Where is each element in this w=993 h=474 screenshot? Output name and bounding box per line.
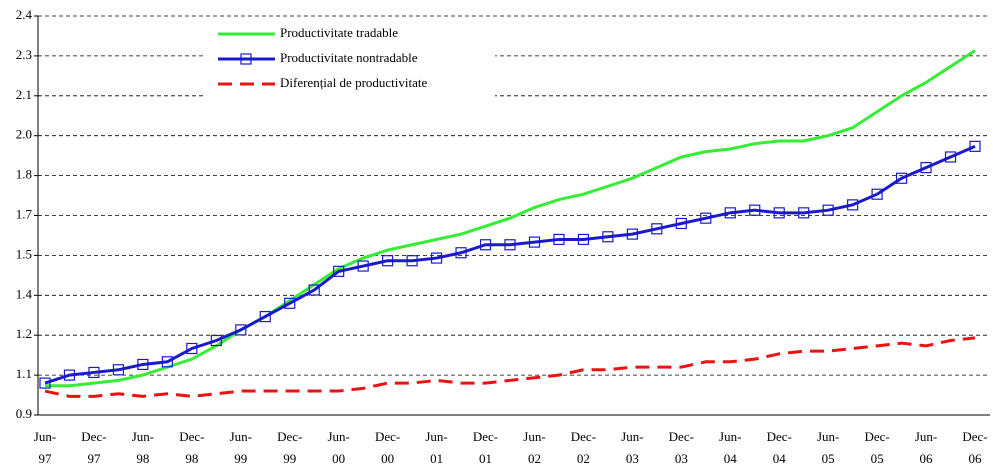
marker bbox=[161, 356, 173, 368]
series-line bbox=[44, 336, 976, 398]
x-tick-label: Jun-06 bbox=[914, 429, 938, 466]
x-tick-label: Jun-04 bbox=[719, 429, 742, 466]
marker bbox=[455, 247, 467, 259]
marker bbox=[528, 236, 541, 248]
marker bbox=[798, 207, 810, 219]
marker bbox=[112, 364, 125, 376]
x-tick-label: Jun-00 bbox=[327, 429, 350, 466]
x-tick-label: Dec-97 bbox=[81, 429, 107, 466]
y-tick-label: 2.1 bbox=[16, 87, 32, 102]
marker bbox=[88, 366, 100, 379]
marker bbox=[651, 223, 663, 235]
x-tick-label: Dec-00 bbox=[374, 429, 401, 466]
marker bbox=[920, 162, 932, 174]
marker bbox=[406, 255, 418, 267]
marker bbox=[235, 324, 247, 336]
marker bbox=[944, 151, 957, 163]
marker bbox=[382, 255, 394, 267]
marker bbox=[675, 217, 687, 230]
x-tick-label: Dec-03 bbox=[668, 429, 694, 466]
y-tick-label: 1.2 bbox=[16, 326, 32, 341]
marker bbox=[577, 233, 590, 246]
marker bbox=[847, 199, 859, 211]
x-tick-label: Dec-01 bbox=[472, 429, 499, 466]
x-tick-label: Dec-04 bbox=[766, 429, 792, 466]
legend-label: Productivitate nontradable bbox=[280, 50, 418, 65]
marker bbox=[700, 212, 712, 224]
marker bbox=[724, 207, 736, 219]
y-tick-label: 1.8 bbox=[16, 167, 32, 182]
y-tick-label: 0.9 bbox=[16, 406, 32, 421]
y-tick-label: 1.5 bbox=[16, 246, 32, 261]
marker bbox=[284, 297, 296, 309]
y-tick-label: 2.4 bbox=[16, 7, 33, 22]
marker bbox=[308, 284, 320, 296]
marker bbox=[895, 172, 908, 184]
x-tick-label: Jun-98 bbox=[131, 429, 155, 466]
series-line bbox=[45, 49, 976, 388]
x-tick-label: Dec-06 bbox=[962, 429, 988, 466]
y-tick-label: 1.1 bbox=[16, 366, 32, 381]
legend-label: Diferențial de productivitate bbox=[280, 75, 428, 90]
y-tick-label: 2.0 bbox=[16, 127, 32, 142]
x-tick-label: Dec-02 bbox=[570, 429, 597, 466]
marker bbox=[773, 207, 785, 219]
marker bbox=[357, 260, 369, 272]
marker bbox=[626, 228, 638, 240]
marker bbox=[504, 239, 516, 251]
marker bbox=[430, 252, 443, 264]
marker bbox=[137, 358, 149, 371]
marker bbox=[749, 204, 761, 216]
x-tick-label: Dec-99 bbox=[277, 429, 303, 466]
x-tick-label: Jun-05 bbox=[816, 429, 840, 466]
marker bbox=[871, 188, 883, 200]
x-tick-label: Dec-98 bbox=[179, 429, 205, 466]
marker bbox=[210, 334, 222, 347]
y-tick-label: 2.3 bbox=[16, 47, 32, 62]
x-tick-label: Dec-05 bbox=[864, 429, 890, 466]
x-tick-label: Jun-99 bbox=[229, 429, 252, 466]
x-tick-label: Jun-01 bbox=[425, 429, 448, 466]
series-line bbox=[44, 144, 976, 385]
marker bbox=[553, 233, 565, 246]
marker bbox=[602, 231, 614, 243]
x-tick-label: Jun-02 bbox=[523, 429, 546, 466]
x-tick-label: Jun-03 bbox=[621, 429, 644, 466]
marker bbox=[479, 239, 492, 251]
marker bbox=[63, 369, 76, 381]
y-tick-label: 1.7 bbox=[16, 206, 33, 221]
legend-label: Productivitate tradable bbox=[280, 25, 398, 40]
marker bbox=[259, 310, 271, 323]
x-tick-label: Jun-97 bbox=[33, 429, 57, 466]
marker bbox=[969, 140, 981, 152]
marker bbox=[39, 377, 51, 389]
marker bbox=[822, 204, 834, 216]
legend-marker bbox=[240, 53, 252, 65]
marker bbox=[333, 265, 345, 277]
y-tick-label: 1.4 bbox=[16, 286, 33, 301]
marker bbox=[186, 342, 198, 355]
